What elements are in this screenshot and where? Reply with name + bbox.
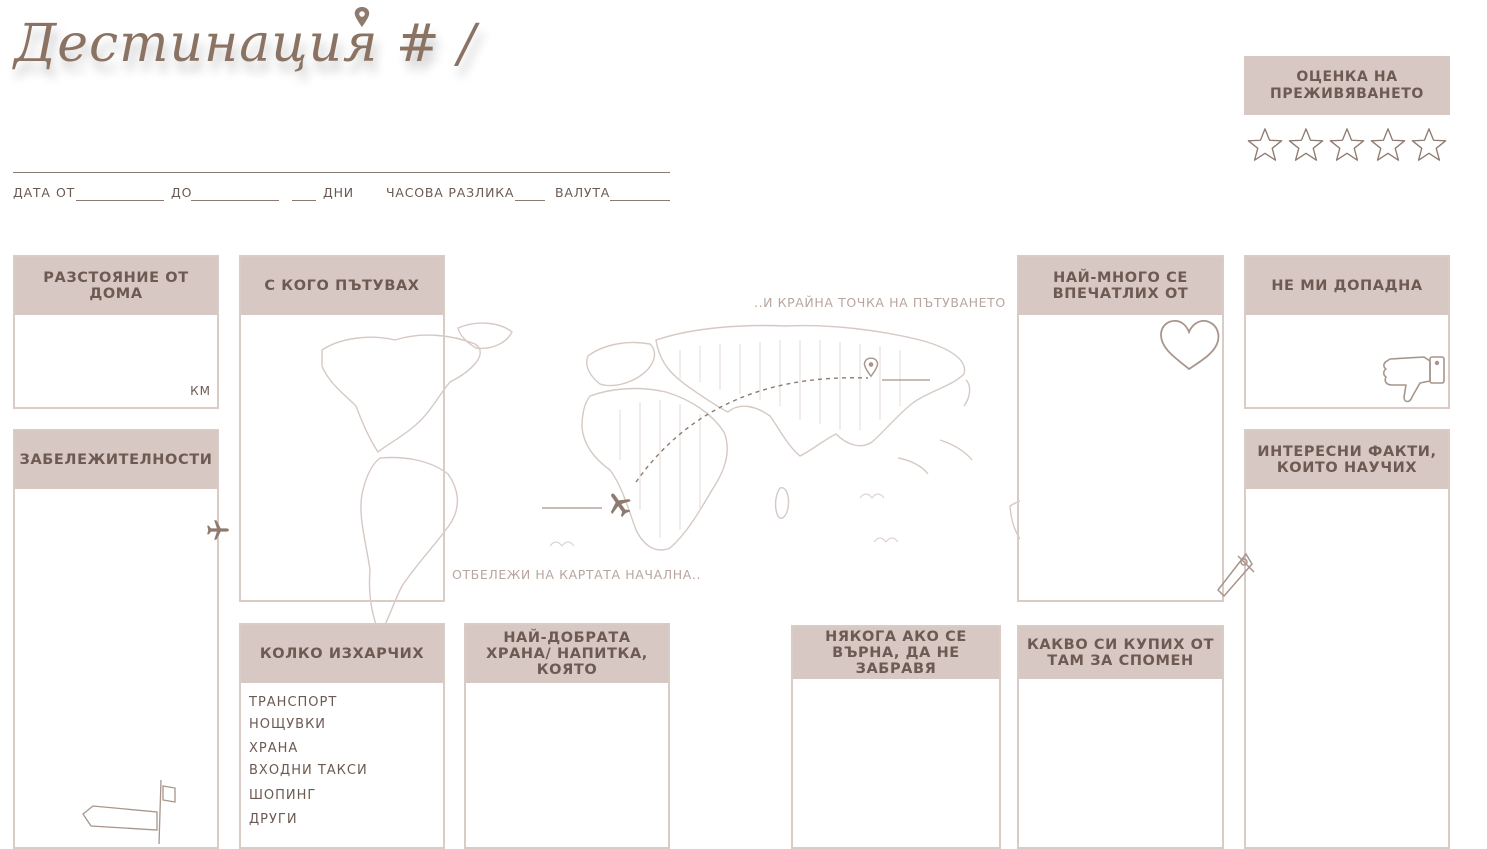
expense-accommodation: НОЩУВКИ	[249, 717, 327, 732]
facts-title: ИНТЕРЕСНИ ФАКТИ, КОИТО НАУЧИХ	[1246, 431, 1448, 489]
star-icon[interactable]	[1328, 126, 1366, 164]
disliked-box[interactable]: НЕ МИ ДОПАДНА	[1244, 255, 1450, 409]
time-difference-field[interactable]	[515, 200, 545, 201]
distance-title: РАЗСТОЯНИЕ ОТ ДОМА	[15, 257, 217, 315]
souvenir-box[interactable]: КАКВО СИ КУПИХ ОТ ТАМ ЗА СПОМЕН	[1017, 625, 1224, 849]
impressed-box[interactable]: НАЙ-МНОГО СЕ ВПЕЧАТЛИХ ОТ	[1017, 255, 1224, 602]
date-label: ДАТА	[13, 185, 51, 200]
facts-box[interactable]: ИНТЕРЕСНИ ФАКТИ, КОИТО НАУЧИХ	[1244, 429, 1450, 849]
to-label: ДО	[171, 185, 193, 200]
star-icon[interactable]	[1287, 126, 1325, 164]
compass-icon	[1217, 552, 1255, 598]
star-icon[interactable]	[1369, 126, 1407, 164]
location-pin-icon	[863, 357, 879, 378]
date-from-field[interactable]	[76, 200, 164, 201]
world-map	[321, 322, 1020, 635]
airplane-icon	[207, 520, 229, 540]
spending-title: КОЛКО ИЗХАРЧИХ	[241, 625, 443, 683]
time-difference-label: ЧАСОВА РАЗЛИКА	[386, 185, 515, 200]
disliked-title: НЕ МИ ДОПАДНА	[1246, 257, 1448, 315]
expense-food: ХРАНА	[249, 741, 299, 756]
star-icon[interactable]	[1410, 126, 1448, 164]
location-pin-icon	[354, 7, 370, 27]
rating-title: ОЦЕНКА НА ПРЕЖИВЯВАНЕТО	[1244, 56, 1450, 115]
airplane-icon	[610, 493, 631, 518]
expense-entry-fees: ВХОДНИ ТАКСИ	[249, 763, 368, 778]
currency-field[interactable]	[610, 200, 670, 201]
days-label: ДНИ	[323, 185, 354, 200]
expense-transport: ТРАНСПОРТ	[249, 695, 338, 710]
best-food-title: НАЙ-ДОБРАТА ХРАНА/ НАПИТКА, КОЯТО	[466, 625, 668, 683]
days-field[interactable]	[292, 200, 316, 201]
rating-stars[interactable]	[1246, 126, 1448, 164]
map-start-label: ОТБЕЛЕЖИ НА КАРТАТА НАЧАЛНА..	[452, 567, 702, 582]
remember-box[interactable]: НЯКОГА АКО СЕ ВЪРНА, ДА НЕ ЗАБРАВЯ	[791, 625, 1001, 849]
best-food-box[interactable]: НАЙ-ДОБРАТА ХРАНА/ НАПИТКА, КОЯТО	[464, 623, 670, 849]
destination-name-line[interactable]	[13, 172, 670, 173]
star-icon[interactable]	[1246, 126, 1284, 164]
page-title: Дестинация # /	[14, 14, 477, 74]
souvenir-title: КАКВО СИ КУПИХ ОТ ТАМ ЗА СПОМЕН	[1019, 627, 1222, 679]
currency-label: ВАЛУТА	[555, 185, 611, 200]
distance-box[interactable]: РАЗСТОЯНИЕ ОТ ДОМА КМ	[13, 255, 219, 409]
companions-box[interactable]: С КОГО ПЪТУВАХ	[239, 255, 445, 602]
heart-icon	[1160, 319, 1220, 371]
landmarks-box[interactable]: ЗАБЕЛЕЖИТЕЛНОСТИ	[13, 429, 219, 849]
from-label: ОТ	[56, 185, 76, 200]
remember-title: НЯКОГА АКО СЕ ВЪРНА, ДА НЕ ЗАБРАВЯ	[793, 627, 999, 679]
expense-shopping: ШОПИНГ	[249, 788, 317, 803]
date-to-field[interactable]	[191, 200, 279, 201]
landmarks-title: ЗАБЕЛЕЖИТЕЛНОСТИ	[15, 431, 217, 489]
thumbs-down-icon	[1382, 356, 1445, 403]
distance-unit: КМ	[190, 384, 211, 398]
expense-other: ДРУГИ	[249, 812, 298, 827]
companions-title: С КОГО ПЪТУВАХ	[241, 257, 443, 315]
impressed-title: НАЙ-МНОГО СЕ ВПЕЧАТЛИХ ОТ	[1019, 257, 1222, 315]
map-end-label: ..И КРАЙНА ТОЧКА НА ПЪТУВАНЕТО	[754, 295, 1006, 310]
spending-box[interactable]: КОЛКО ИЗХАРЧИХ ТРАНСПОРТ НОЩУВКИ ХРАНА В…	[239, 623, 445, 849]
signpost-icon	[82, 779, 176, 845]
